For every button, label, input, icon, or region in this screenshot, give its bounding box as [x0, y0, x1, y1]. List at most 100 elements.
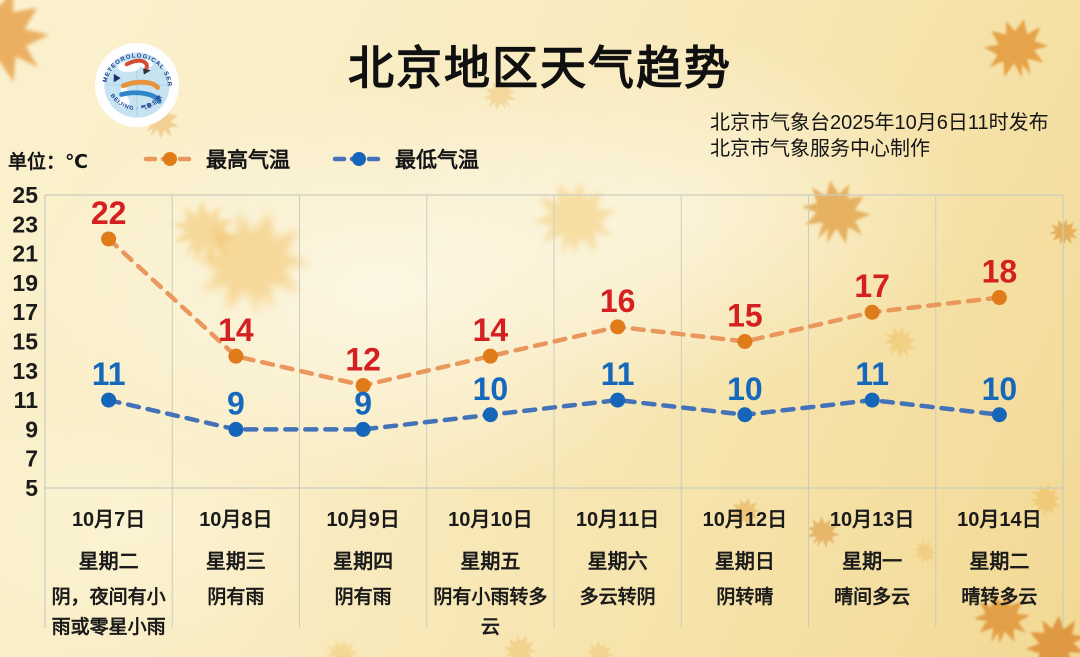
min-temp-point [355, 421, 371, 437]
min-temp-value-label: 10 [727, 371, 763, 407]
min-temp-point [991, 407, 1007, 423]
y-tick-label: 13 [12, 358, 38, 384]
min-temp-value-label: 11 [92, 356, 126, 392]
weekday-label: 星期二 [969, 550, 1030, 573]
min-temp-legend-swatch-icon [332, 152, 386, 166]
max-temp-point [864, 304, 880, 320]
min-temp-point [610, 392, 626, 408]
y-tick-label: 19 [12, 270, 38, 296]
weekday-label: 星期一 [842, 550, 903, 573]
max-temp-value-label: 15 [727, 298, 763, 334]
weekday-label: 星期五 [460, 550, 521, 573]
y-tick-label: 11 [14, 387, 39, 413]
logo-red-swoosh [124, 58, 149, 73]
max-temp-point [991, 290, 1007, 306]
min-temp-line [106, 397, 1002, 432]
y-tick-label: 25 [12, 182, 38, 208]
weather-label: 阴转晴 [716, 587, 774, 608]
max-temp-value-label: 18 [982, 254, 1018, 290]
max-temp-line [106, 236, 1002, 388]
max-temp-value-label: 12 [345, 341, 381, 377]
chart-legend: 最高气温 最低气温 [143, 144, 479, 174]
weather-label: 晴间多云 [834, 587, 911, 608]
max-temp-value-label: 14 [473, 312, 509, 348]
min-temp-value-label: 10 [473, 371, 509, 407]
date-label: 10月12日 [702, 508, 788, 531]
max-temp-value-label: 22 [91, 195, 127, 231]
page-title: 北京地区天气趋势 [348, 42, 732, 94]
min-temp-point [101, 392, 117, 408]
date-label: 10月10日 [448, 508, 533, 531]
unit-label: 单位：℃ [8, 152, 89, 173]
max-temp-legend-swatch-icon [143, 152, 197, 166]
min-temp-point [228, 421, 244, 437]
y-tick-label: 17 [12, 299, 38, 325]
date-label: 10月8日 [199, 508, 273, 531]
day-column: 10月9日星期四阴有雨 [300, 497, 427, 655]
day-column: 10月12日 星期日阴转晴 [681, 497, 808, 655]
max-temp-value-label: 17 [854, 268, 890, 304]
weekday-label: 星期六 [587, 550, 648, 573]
min-temp-value-label: 11 [855, 356, 889, 392]
weekday-label: 星期日 [714, 550, 775, 573]
date-label: 10月13日 [829, 508, 915, 531]
weekday-label: 星期四 [333, 550, 394, 573]
day-column: 10月7日星期二阴，夜间有小雨或零星小雨 [45, 497, 172, 655]
min-temp-point [482, 407, 498, 423]
weather-label: 阴有小雨转多云 [433, 587, 548, 638]
y-tick-label: 23 [12, 211, 38, 237]
weather-label: 阴，夜间有小雨或零星小雨 [51, 587, 166, 638]
day-column: 10月13日 星期一晴间多云 [809, 497, 936, 655]
y-tick-label: 5 [25, 475, 38, 501]
logo-cloud [117, 61, 140, 73]
day-column: 10月8日星期三阴有雨 [172, 497, 299, 655]
y-tick-label: 15 [12, 329, 38, 355]
legend-label-min-temp: 最低气温 [395, 149, 479, 172]
weather-label: 阴有雨 [334, 587, 392, 608]
y-tick-label: 7 [25, 446, 38, 472]
date-label: 10月9日 [326, 508, 400, 531]
y-tick-label: 21 [12, 241, 38, 267]
beijing-meteorological-service-logo: METEOROLOGICAL SERVICE BEIJING · 气象北京 [94, 42, 180, 128]
logo-arrow [143, 68, 151, 75]
day-column: 10月14日 星期二晴转多云 [936, 497, 1063, 655]
day-column: 10月11日 星期六多云转阴 [554, 497, 681, 655]
legend-item-max-temp: 最高气温 [143, 144, 290, 174]
logo-blue-swoosh [119, 90, 162, 104]
max-temp-point [610, 319, 626, 335]
min-temp-value-label: 9 [227, 385, 245, 421]
max-temp-point [355, 377, 371, 393]
max-temp-point [737, 334, 753, 349]
min-temp-value-label: 11 [601, 356, 635, 392]
issue-info: 北京市气象台2025年10月6日11时发布 北京市气象服务中心制作 [710, 110, 1049, 162]
max-temp-point [228, 348, 244, 364]
weather-label: 晴转多云 [961, 587, 1038, 608]
date-label: 10月7日 [71, 508, 146, 531]
weekday-label: 星期二 [78, 550, 139, 573]
max-temp-point [482, 348, 498, 364]
logo-orange-swoosh [120, 79, 161, 90]
legend-label-max-temp: 最高气温 [206, 149, 290, 172]
date-label: 10月11日 [575, 508, 660, 531]
date-label: 10月14日 [957, 508, 1042, 531]
weather-label: 阴有雨 [207, 587, 265, 608]
max-temp-value-label: 16 [600, 283, 636, 319]
max-temp-value-label: 14 [218, 312, 254, 348]
max-temp-point [101, 231, 117, 247]
weather-label: 多云转阴 [579, 587, 656, 608]
logo-thermometer-bulb [118, 96, 130, 108]
day-column: 10月10日 星期五阴有小雨转多云 [427, 497, 554, 655]
min-temp-value-label: 9 [354, 385, 372, 421]
legend-item-min-temp: 最低气温 [332, 144, 479, 174]
logo-arrow [113, 73, 121, 83]
min-temp-point [737, 407, 753, 423]
issue-line-2: 北京市气象服务中心制作 [710, 138, 930, 160]
weekday-label: 星期三 [205, 550, 266, 573]
issue-line-1: 北京市气象台2025年10月6日11时发布 [710, 112, 1049, 134]
day-labels-row: 10月7日 星期二 阴，夜间有小雨或零星小雨 10月8日 星期三 阴有雨 10月9日 星期四阴… [45, 497, 1063, 655]
min-temp-value-label: 10 [982, 371, 1018, 407]
y-tick-label: 9 [25, 416, 38, 442]
min-temp-point [864, 392, 880, 408]
